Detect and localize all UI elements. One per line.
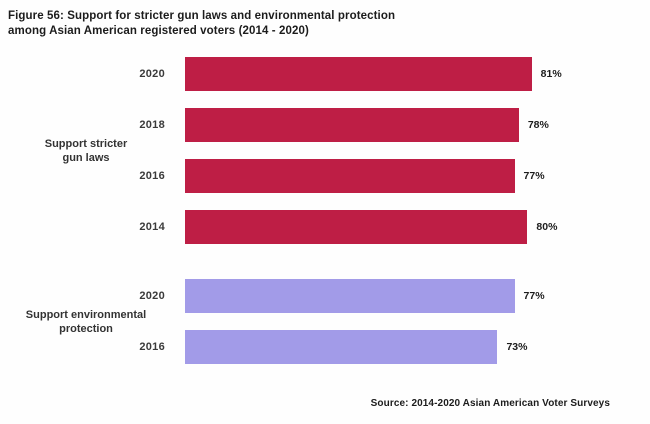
bar-row-gun-2016: 2016 77%: [0, 159, 650, 193]
bar-row-gun-2018: 2018 78%: [0, 108, 650, 142]
value-label: 81%: [540, 68, 562, 80]
group-label-environment-line1: Support environmental: [25, 308, 147, 321]
figure-title-line2: among Asian American registered voters (…: [8, 25, 309, 37]
year-label: 2018: [139, 119, 165, 131]
value-label: 77%: [523, 290, 545, 302]
year-label: 2014: [139, 221, 165, 233]
bar-gun-2018: [185, 108, 519, 142]
bar-env-2016: [185, 330, 498, 364]
bar-gun-2016: [185, 159, 515, 193]
value-label: 73%: [506, 341, 528, 353]
bar-chart: Support stricter gun laws 2020 81% 2018 …: [0, 57, 650, 364]
year-label: 2016: [139, 170, 165, 182]
bar-row-gun-2014: 2014 80%: [0, 210, 650, 244]
group-environment: Support environmental protection 2020 77…: [0, 279, 650, 364]
value-label: 77%: [523, 170, 545, 182]
bar-env-2020: [185, 279, 515, 313]
bar-row-env-2016: 2016 73%: [0, 330, 650, 364]
bar-gun-2020: [185, 57, 532, 91]
figure-title-line1: Figure 56: Support for stricter gun laws…: [8, 10, 396, 22]
year-label: 2020: [139, 68, 165, 80]
group-label-gun-laws-line2: gun laws: [62, 151, 110, 164]
bar-gun-2014: [185, 210, 528, 244]
group-label-gun-laws: Support stricter gun laws: [6, 137, 166, 165]
group-label-environment: Support environmental protection: [6, 308, 166, 336]
year-label: 2016: [139, 341, 165, 353]
bar-row-env-2020: 2020 77%: [0, 279, 650, 313]
value-label: 78%: [527, 119, 549, 131]
year-label: 2020: [139, 290, 165, 302]
group-label-gun-laws-line1: Support stricter: [44, 137, 128, 150]
figure-title: Figure 56: Support for stricter gun laws…: [8, 9, 395, 39]
source-note: Source: 2014-2020 Asian American Voter S…: [370, 398, 610, 409]
group-gun-laws: Support stricter gun laws 2020 81% 2018 …: [0, 57, 650, 244]
group-label-environment-line2: protection: [59, 322, 113, 335]
bar-row-gun-2020: 2020 81%: [0, 57, 650, 91]
value-label: 80%: [536, 221, 558, 233]
